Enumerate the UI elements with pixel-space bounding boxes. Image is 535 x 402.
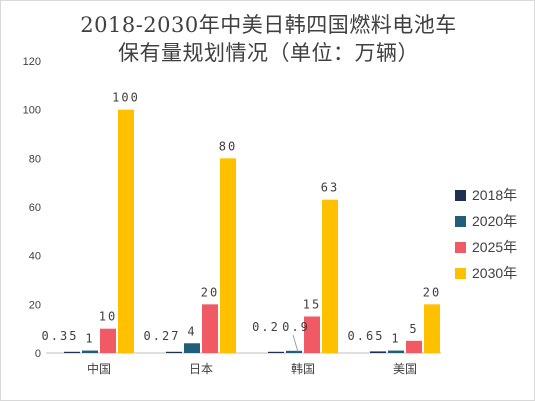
- legend: 2018年 2020年 2025年 2030年: [455, 182, 517, 286]
- data-label: 4: [187, 324, 196, 338]
- bar: [304, 316, 320, 353]
- bar: [118, 109, 134, 354]
- bar: [370, 351, 386, 353]
- legend-swatch-2020: [455, 215, 466, 227]
- y-tick-label: 120: [23, 56, 41, 68]
- legend-label-2020: 2020年: [472, 213, 518, 229]
- bar: [388, 350, 404, 353]
- data-label: 1: [391, 332, 400, 346]
- data-label: 15: [303, 298, 321, 312]
- bar: [166, 351, 182, 353]
- legend-item-2025: 2025年: [455, 234, 517, 260]
- bar: [424, 304, 440, 353]
- data-label: 80: [219, 139, 237, 153]
- y-tick-label: 20: [29, 299, 41, 311]
- legend-label-2030: 2030年: [472, 265, 518, 281]
- bar: [184, 343, 200, 353]
- x-tick-label: 美国: [393, 362, 417, 376]
- data-label: 1: [85, 332, 94, 346]
- x-tick-label: 日本: [189, 362, 213, 376]
- data-label: 0.27: [144, 329, 181, 343]
- bar: [268, 351, 284, 353]
- legend-item-2030: 2030年: [455, 260, 517, 286]
- bar: [220, 158, 236, 353]
- data-label: 20: [423, 285, 441, 299]
- legend-label-2025: 2025年: [472, 239, 518, 255]
- bar: [286, 350, 302, 353]
- data-label: 100: [112, 91, 140, 105]
- data-label: 0.9: [282, 320, 310, 334]
- x-tick-label: 中国: [87, 361, 111, 376]
- data-label: 10: [99, 310, 117, 324]
- legend-item-2018: 2018年: [455, 182, 517, 208]
- legend-item-2020: 2020年: [455, 208, 517, 234]
- legend-swatch-2018: [455, 189, 466, 201]
- legend-swatch-2025: [455, 241, 466, 253]
- legend-swatch-2030: [455, 267, 466, 279]
- data-label: 0.65: [348, 329, 385, 343]
- bar: [82, 350, 98, 353]
- y-tick-label: 60: [29, 202, 41, 214]
- bar: [202, 304, 218, 353]
- chart-title-line2: 保有量规划情况（单位：万辆）: [118, 41, 419, 65]
- y-tick-label: 40: [29, 251, 41, 263]
- y-tick-label: 100: [23, 105, 41, 117]
- bar: [322, 199, 338, 353]
- x-tick-label: 韩国: [291, 361, 315, 376]
- data-label: 0.2: [252, 320, 280, 334]
- data-label: 63: [321, 181, 339, 195]
- y-tick-label: 0: [35, 348, 41, 360]
- y-tick-label: 80: [29, 153, 41, 165]
- data-label: 20: [201, 285, 219, 299]
- data-label: 0.35: [42, 329, 79, 343]
- bar: [64, 351, 80, 353]
- data-label: 5: [409, 322, 418, 336]
- bar: [100, 328, 116, 353]
- legend-label-2018: 2018年: [472, 187, 518, 203]
- leader-line-korea-2018: [292, 334, 299, 353]
- chart-title-line1: 2018-2030年中美日韩四国燃料电池车: [80, 13, 457, 37]
- bar: [406, 340, 422, 353]
